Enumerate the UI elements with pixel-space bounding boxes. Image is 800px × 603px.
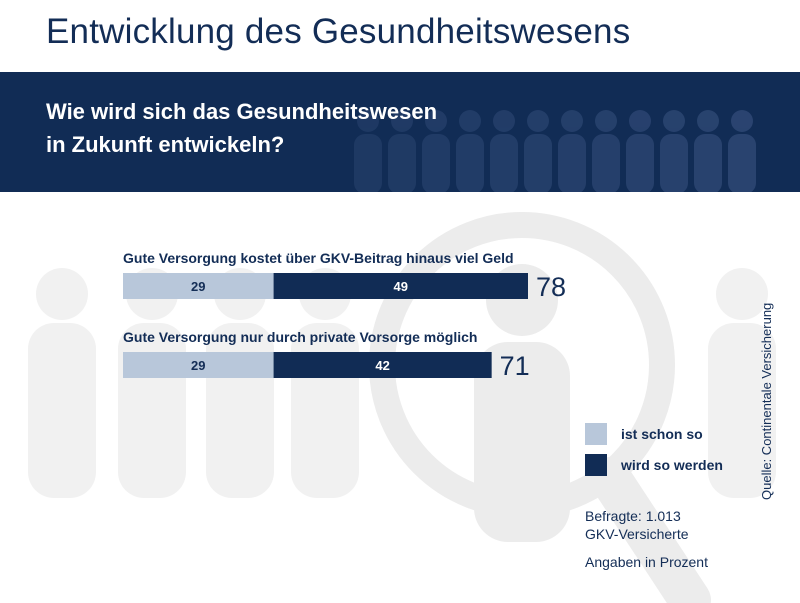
page-title: Entwicklung des Gesundheitswesens <box>46 12 631 51</box>
banner-person-icon <box>490 110 518 192</box>
bar-segment-wird-so-werden <box>273 352 492 378</box>
banner-person-icon <box>694 110 722 192</box>
data-label: 29 <box>191 358 205 373</box>
banner-person-icon <box>456 110 484 192</box>
category-label: Gute Versorgung kostet über GKV-Beitrag … <box>123 250 514 266</box>
legend-label: wird so werden <box>621 457 723 473</box>
person-silhouette-icon <box>28 268 96 498</box>
banner-person-icon <box>422 110 450 192</box>
total-label: 78 <box>536 272 566 302</box>
legend-item-wird-so-werden: wird so werden <box>585 454 723 476</box>
banner-person-icon <box>388 110 416 192</box>
banner-person-icon <box>354 110 382 192</box>
banner-person-icon <box>592 110 620 192</box>
category-label: Gute Versorgung nur durch private Vorsor… <box>123 329 477 345</box>
legend-label: ist schon so <box>621 426 703 442</box>
data-label: 29 <box>191 279 205 294</box>
legend-swatch <box>585 423 607 445</box>
header-banner <box>0 72 800 192</box>
person-silhouette-icon <box>708 268 776 498</box>
bar-segment-ist-schon-so <box>123 352 274 378</box>
banner-person-icon <box>728 110 756 192</box>
banner-people-icons <box>354 110 756 192</box>
respondents-line-1: Befragte: 1.013 <box>585 508 681 524</box>
question-line-2: in Zukunft entwickeln? <box>46 132 285 157</box>
question-text: Wie wird sich das Gesundheitswesen in Zu… <box>46 95 437 161</box>
respondents-line-2: GKV-Versicherte <box>585 526 689 542</box>
respondents-note: Befragte: 1.013 GKV-Versicherte <box>585 507 689 543</box>
question-line-1: Wie wird sich das Gesundheitswesen <box>46 99 438 124</box>
bar-segment-ist-schon-so <box>123 273 274 299</box>
bar-segment-wird-so-werden <box>273 273 528 299</box>
unit-note: Angaben in Prozent <box>585 554 708 570</box>
banner-person-icon <box>558 110 586 192</box>
data-label: 42 <box>375 358 389 373</box>
total-label: 71 <box>500 351 530 381</box>
data-label: 49 <box>394 279 408 294</box>
banner-person-icon <box>524 110 552 192</box>
banner-person-icon <box>626 110 654 192</box>
source-label: Quelle: Continentale Versicherung <box>759 302 774 500</box>
legend-item-ist-schon-so: ist schon so <box>585 423 703 445</box>
legend-swatch <box>585 454 607 476</box>
banner-person-icon <box>660 110 688 192</box>
